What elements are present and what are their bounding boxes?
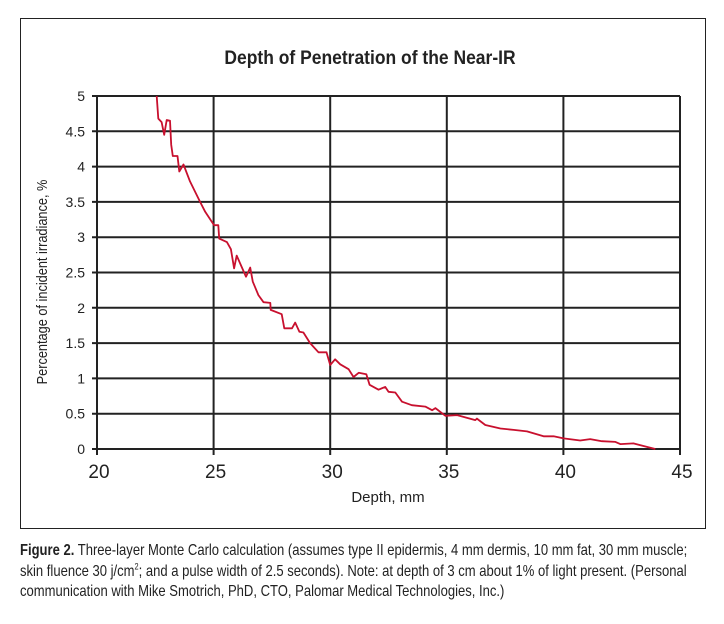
y-tick-label: 4 (77, 159, 85, 175)
figure-frame (20, 18, 706, 529)
caption-superscript: 2 (134, 561, 139, 572)
y-tick-label: 0 (77, 441, 85, 457)
series-line (155, 95, 656, 450)
y-tick-label: 2.5 (66, 265, 86, 281)
y-tick-label: 4.5 (66, 123, 86, 139)
chart-title: Depth of Penetration of the Near-IR (224, 46, 515, 68)
y-axis-label: Percentage of incident irradiance, % (34, 180, 50, 385)
x-tick-label: 35 (438, 462, 459, 483)
grid (92, 95, 681, 455)
y-tick-label: 3.5 (66, 194, 86, 210)
y-tick-label: 1 (77, 370, 85, 386)
y-tick-label: 3 (77, 229, 85, 245)
x-tick-label: 45 (671, 462, 692, 483)
caption-text-cont: ; and a pulse width of 2.5 seconds). Not… (20, 562, 687, 601)
x-axis-label: Depth, mm (351, 489, 424, 506)
x-tick-label: 25 (205, 462, 226, 483)
x-tick-labels: 20 25 30 35 40 45 (88, 462, 692, 483)
chart: Depth of Penetration of the Near-IR 0 0.5… (34, 46, 692, 506)
x-tick-label: 30 (322, 462, 343, 483)
y-tick-labels: 0 0.5 1 1.5 2 2.5 3 3.5 4 4.5 5 (66, 88, 86, 457)
y-tick-label: 0.5 (66, 406, 86, 422)
x-tick-label: 40 (555, 462, 576, 483)
y-tick-label: 2 (77, 300, 85, 316)
y-tick-label: 5 (77, 88, 85, 104)
caption-label: Figure 2. (20, 542, 75, 559)
y-tick-label: 1.5 (66, 335, 86, 351)
x-tick-label: 20 (88, 462, 109, 483)
figure-caption: Figure 2. Three-layer Monte Carlo calcul… (20, 541, 713, 603)
caption-text: Three-layer Monte Carlo calculation (ass… (20, 542, 688, 580)
